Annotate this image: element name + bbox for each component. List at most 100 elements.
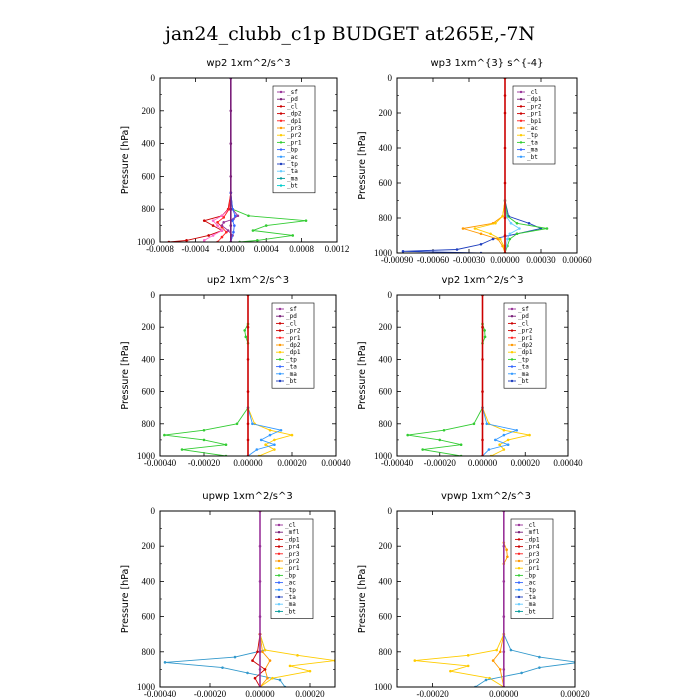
data-point [291,234,295,237]
legend-label: _ta [527,139,538,146]
y-tick-label: 600 [379,178,393,188]
data-point [247,214,250,218]
legend-label: _ma [287,175,298,182]
legend-marker [278,351,282,354]
y-axis-label: Pressure [hPa] [357,341,368,409]
legend-label: _ac [525,580,536,587]
legend-marker [517,538,521,541]
data-point [459,443,463,447]
series-line-pr2 [164,295,249,456]
legend-marker [510,315,514,318]
x-tick-label: -0.00020 [194,689,227,699]
legend-marker [519,105,523,108]
legend-label: _ma [525,601,536,608]
data-point [442,428,446,432]
data-point [509,648,513,652]
legend-marker [519,141,523,144]
y-tick-label: 200 [379,322,393,332]
figure-title: jan24_clubb_c1p BUDGET at265E,-7N [163,23,535,45]
x-tick-label: 0.00020 [560,689,590,699]
data-point [211,224,215,227]
legend-marker [277,595,281,599]
data-point [235,422,239,426]
panel-title: wp3 1xm^{3} s^{-4} [430,58,543,69]
data-point [268,433,272,437]
legend-label: _tp [286,356,297,363]
series-line-pr2 [259,511,271,687]
legend-label: _ma [285,601,296,608]
data-point [509,221,513,225]
data-point [244,335,248,339]
panel-title: up2 1xm^2/s^3 [207,275,289,286]
legend-label: _pr1 [527,111,542,118]
x-tick-label: 0.0008 [289,244,314,254]
data-point [259,438,263,442]
legend-label: _dp1 [527,96,542,103]
y-tick-label: 800 [379,647,393,657]
data-point [508,232,512,236]
legend-marker [279,184,283,187]
legend-marker [517,595,521,599]
data-point [489,232,492,236]
legend-marker [279,90,283,94]
legend-marker [279,141,283,144]
legend-label: _ma [527,147,538,154]
x-tick-label: -0.00020 [416,689,449,699]
x-tick-label: 0.0012 [325,244,350,254]
data-point [503,94,507,97]
x-tick-label: -0.00040 [381,458,414,468]
y-tick-label: 1000 [374,451,393,461]
legend-label: _bt [525,608,536,615]
data-point [472,422,476,426]
legend-marker [519,90,523,94]
data-point [233,214,237,218]
data-point [498,650,502,654]
legend-marker [279,134,283,137]
data-point [233,224,236,227]
data-point [494,221,497,225]
y-tick-label: 800 [379,419,393,429]
y-tick-label: 0 [388,290,393,300]
data-point [231,219,234,222]
legend-marker [277,538,281,541]
data-point [263,648,267,652]
legend-marker [517,559,521,563]
data-point [503,111,507,115]
legend-marker [510,365,514,368]
data-point [229,109,233,113]
legend-label: _sf [286,306,297,313]
legend-marker [510,336,514,339]
legend-label: _pr2 [527,103,542,110]
data-point [246,422,250,426]
y-tick-label: 0 [388,73,393,83]
legend-label: _pr3 [525,551,540,558]
data-point [506,555,509,559]
y-tick-label: 200 [142,322,156,332]
legend-label: _pr1 [518,335,533,342]
legend-marker [278,322,282,325]
legend-label: _tp [287,161,298,168]
data-point [216,221,219,224]
legend-label: _mfl [525,529,540,536]
data-point [273,443,276,447]
data-point [246,325,250,329]
legend-marker [277,610,281,613]
chart-panel-3: up2 1xm^2/s^3 Pressure [hPa] 0 200 400 600 800… [120,275,351,468]
legend-marker [519,112,523,115]
y-tick-label: 1000 [137,237,156,247]
data-point [481,438,484,442]
data-point [503,146,507,150]
legend-marker [277,581,281,584]
y-tick-label: 400 [142,354,156,364]
data-point [503,234,507,237]
legend-label: _ta [287,168,298,175]
data-point [264,443,267,447]
legend-marker [517,545,521,548]
panel-title: vpwp 1xm^2/s^3 [441,491,531,502]
y-tick-label: 600 [142,612,156,622]
data-point [271,676,274,680]
legend-label: _ac [285,580,296,587]
data-point [211,234,215,237]
y-tick-label: 200 [142,106,156,116]
y-axis-label: Pressure [hPa] [357,131,368,199]
